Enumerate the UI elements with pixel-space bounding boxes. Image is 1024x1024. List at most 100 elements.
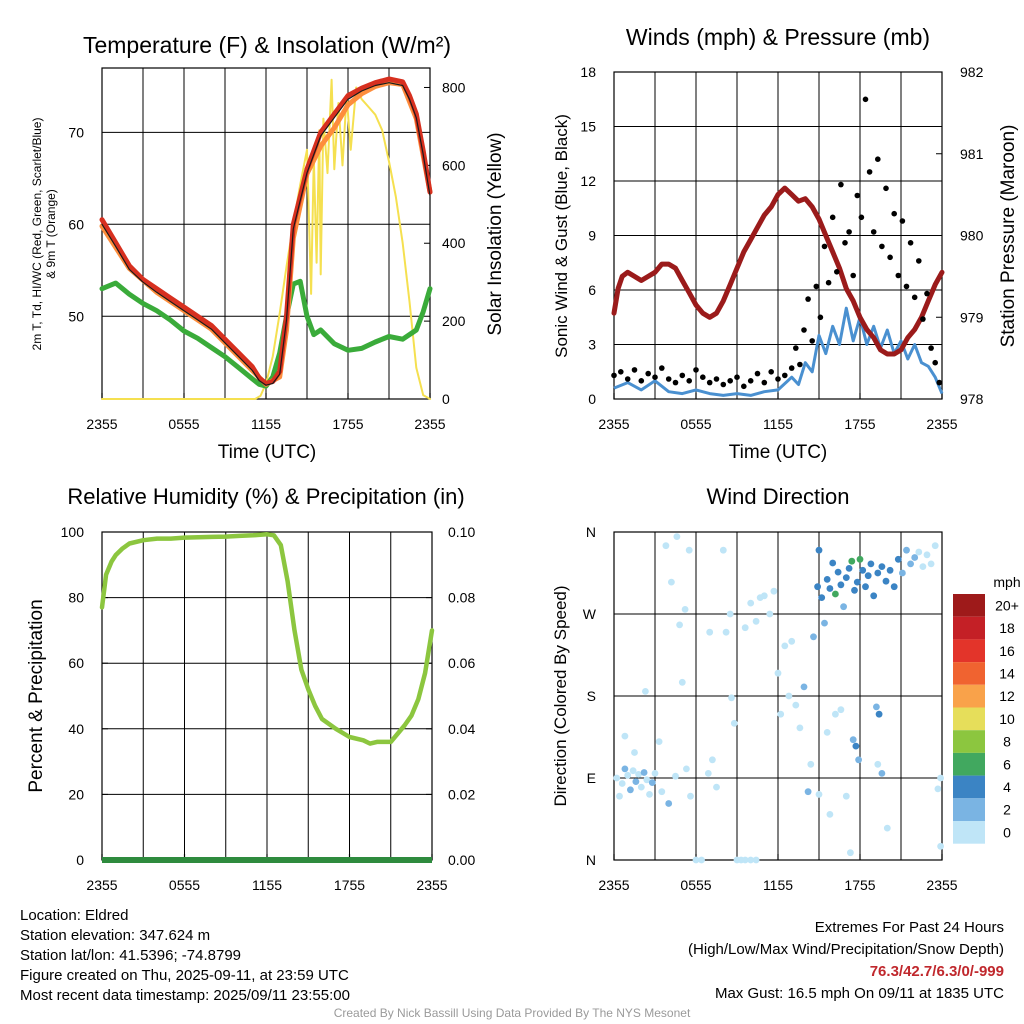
direction-point [815, 546, 823, 554]
gust-point [665, 376, 672, 382]
speed-legend-swatch [953, 684, 985, 708]
extremes-subtitle: (High/Low/Max Wind/Precipitation/Snow De… [688, 941, 1004, 958]
insolation-ytick-label: 800 [442, 79, 466, 95]
direction-point [618, 780, 626, 787]
direction-point [621, 732, 629, 740]
direction-ytick-label: W [583, 606, 597, 622]
direction-point [931, 542, 939, 550]
direction-point [937, 774, 944, 782]
direction-point [853, 578, 861, 586]
speed-legend-label: 18 [999, 620, 1015, 636]
direction-point [873, 703, 880, 711]
gust-point [866, 169, 873, 175]
latlon-text: Station lat/lon: 41.5396; -74.8799 [20, 947, 242, 964]
direction-point [837, 581, 845, 589]
gust-point [891, 210, 897, 217]
max-gust-text: Max Gust: 16.5 mph On 09/11 at 1835 UTC [714, 985, 1004, 1002]
direction-point [766, 610, 774, 618]
gust-point [782, 372, 788, 379]
heatindex-line [101, 82, 431, 386]
direction-ytick-label: E [587, 770, 596, 786]
direction-point [643, 776, 651, 784]
insolation-line [101, 78, 431, 400]
created-text: Figure created on Thu, 2025-09-11, at 23… [20, 967, 349, 984]
direction-point [728, 694, 735, 702]
winds-xtick-label: 1155 [763, 416, 793, 432]
gust-point [611, 372, 617, 379]
gust-point [858, 214, 865, 221]
temperature-ylabel-left-line2: & 9m T (Orange) [44, 189, 58, 279]
pressure-line [611, 185, 945, 357]
direction-point [777, 710, 785, 718]
winds-panel: Winds (mph) & Pressure (mb) 2355 0555 1155… [552, 24, 1019, 463]
speed-legend-swatch [953, 662, 985, 685]
gust-point [793, 345, 799, 351]
direction-point [631, 749, 638, 756]
direction-point [882, 577, 890, 585]
gust-point [895, 272, 902, 279]
temperature-lines [99, 76, 433, 400]
direction-point [681, 606, 689, 613]
direction-point [730, 719, 738, 727]
direction-point [698, 856, 705, 864]
direction-point [883, 824, 891, 832]
direction-point [859, 566, 867, 574]
meteogram-figure: Temperature (F) & Insolation (W/m²) 2355… [26, 24, 1021, 893]
winds-ylabel-right: Station Pressure (Maroon) [998, 125, 1019, 348]
humidity-ylabel-left: Percent & Precipitation [26, 599, 47, 792]
speed-legend-label: 10 [999, 711, 1015, 727]
temp-line [99, 76, 433, 386]
winds-xlabel: Time (UTC) [729, 442, 828, 463]
direction-point [826, 585, 834, 592]
direction-point [678, 678, 686, 686]
direction-point [919, 563, 927, 570]
winds-ytick-label: 0 [588, 391, 596, 407]
direction-point [752, 856, 760, 864]
temperature-xtick-label: 1755 [332, 416, 363, 432]
direction-point [862, 583, 869, 591]
direction-point [621, 765, 629, 773]
direction-point [774, 669, 782, 677]
direction-point [770, 587, 778, 595]
direction-point [672, 772, 679, 780]
direction-point [658, 788, 666, 796]
gust-point [624, 376, 631, 382]
pressure-ytick-label: 980 [960, 228, 984, 244]
direction-point [815, 791, 823, 798]
gust-point [734, 374, 740, 381]
station-info: Location: Eldred Station elevation: 347.… [20, 906, 350, 1006]
winds-xtick-label: 2355 [926, 416, 957, 432]
speed-legend-swatch [953, 639, 985, 663]
gust-point [706, 379, 713, 386]
direction-point [655, 738, 663, 745]
gust-point [700, 374, 706, 381]
winds-lines [611, 96, 945, 397]
direction-point [845, 565, 853, 572]
speed-legend-label: 16 [999, 643, 1015, 659]
direction-ylabel-left: Direction (Colored By Speed) [551, 585, 570, 806]
temperature-xtick-label: 2355 [414, 416, 445, 432]
winds-ticks: 2355 0555 1155 1755 235503691215189789799809… [580, 64, 983, 432]
direction-point [792, 701, 800, 709]
direction-point [894, 555, 902, 563]
pressure-ytick-label: 978 [960, 391, 984, 407]
winds-ytick-label: 12 [580, 173, 596, 189]
direction-point [687, 792, 694, 800]
humidity-xtick-label: 1155 [252, 877, 282, 893]
precip-ytick-label: 0.06 [448, 655, 475, 671]
speed-legend-label: 4 [1003, 779, 1011, 795]
direction-point [890, 583, 898, 591]
extremes-info: Extremes For Past 24 Hours (High/Low/Max… [688, 917, 1004, 1005]
gust-point [936, 379, 943, 386]
winds-ytick-label: 6 [588, 282, 596, 298]
gust-point [903, 283, 910, 290]
direction-point [673, 533, 681, 540]
direction-point [814, 583, 821, 591]
direction-point [927, 560, 935, 568]
direction-panel: Wind Direction 2355 0555 1155 1755 2355NWSEN… [551, 484, 1021, 893]
direction-xtick-label: 1755 [844, 877, 875, 893]
recent-data-text: Most recent data timestamp: 2025/09/11 2… [20, 987, 350, 1004]
gust-point [679, 372, 686, 379]
gust-point [911, 294, 918, 301]
direction-point [842, 574, 850, 581]
